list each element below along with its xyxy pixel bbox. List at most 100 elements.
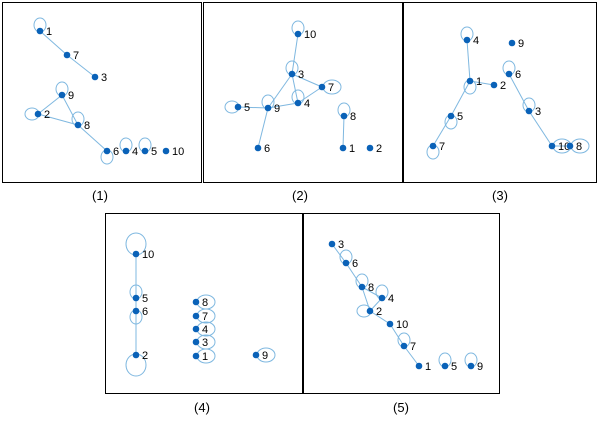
node-6	[505, 70, 513, 78]
edge-3-4	[291, 73, 299, 104]
node-label-4: 4	[202, 324, 208, 336]
edge-9-4	[267, 102, 299, 109]
edge-2-10	[369, 310, 391, 325]
node-5	[441, 362, 449, 370]
node-8	[192, 298, 200, 306]
edge-3-6	[331, 243, 347, 264]
node-4	[463, 36, 471, 44]
graph-panel-3: 4 9 6 1 2 5 3 7 10 8 (3)	[403, 2, 597, 203]
edge-8-9	[61, 94, 79, 126]
node-label-5: 5	[151, 146, 157, 158]
node-label-8: 8	[350, 111, 356, 123]
node-label-1: 1	[425, 361, 431, 373]
node-label-2: 2	[142, 350, 148, 362]
node-4	[378, 294, 386, 302]
edge-8-6	[77, 124, 108, 152]
node-1	[466, 77, 474, 85]
node-3	[328, 240, 336, 248]
node-9	[252, 351, 260, 359]
node-5	[447, 112, 455, 120]
node-10	[132, 250, 140, 258]
node-6	[132, 307, 140, 315]
panel-frame	[303, 213, 500, 394]
node-label-4: 4	[473, 35, 479, 47]
node-7	[192, 312, 200, 320]
node-6	[103, 147, 111, 155]
node-9	[467, 362, 475, 370]
node-label-7: 7	[202, 311, 208, 323]
edge-6-8	[345, 262, 363, 288]
graph-panel-4: 10 56 2 8 743 1 9 (4)	[105, 213, 303, 415]
node-label-6: 6	[352, 258, 358, 270]
panel-caption: (3)	[492, 188, 508, 203]
node-6	[342, 259, 350, 267]
node-9	[264, 104, 272, 112]
node-label-10: 10	[396, 319, 408, 331]
node-10	[386, 320, 394, 328]
node-label-4: 4	[304, 98, 310, 110]
node-2	[366, 144, 374, 152]
panel-caption: (5)	[393, 400, 409, 415]
node-9	[508, 39, 516, 47]
panel-caption: (4)	[194, 400, 210, 415]
node-label-7: 7	[439, 141, 445, 153]
node-label-5: 5	[457, 111, 463, 123]
node-label-2: 2	[500, 80, 506, 92]
edge-3-9	[267, 73, 293, 109]
node-10	[294, 30, 302, 38]
node-10	[548, 142, 556, 150]
edge-3-7	[291, 73, 323, 88]
node-label-10: 10	[142, 249, 154, 261]
edge-9-6	[257, 107, 269, 149]
node-3	[192, 338, 200, 346]
node-10	[162, 147, 170, 155]
panel-frame	[403, 2, 597, 183]
node-1	[339, 144, 347, 152]
node-4	[294, 99, 302, 107]
panel-frame	[105, 213, 303, 394]
edge-7-1	[403, 345, 420, 367]
node-label-9: 9	[518, 38, 524, 50]
node-label-9: 9	[262, 350, 268, 362]
graph-panel-2: 10 3 7 5 9 4 8 6 1 2 (2)	[203, 2, 403, 203]
panel-caption: (1)	[92, 188, 108, 203]
node-9	[58, 91, 66, 99]
node-label-3: 3	[202, 337, 208, 349]
node-4	[192, 325, 200, 333]
edge-9-5	[237, 106, 269, 109]
node-label-10: 10	[558, 141, 570, 153]
node-label-3: 3	[338, 239, 344, 251]
node-label-1: 1	[476, 76, 482, 88]
node-label-5: 5	[142, 293, 148, 305]
node-6	[254, 144, 262, 152]
node-4	[122, 147, 130, 155]
node-8	[340, 112, 348, 120]
edge-1-5	[450, 80, 471, 117]
node-7	[318, 83, 326, 91]
edge-3-10	[528, 110, 553, 147]
edge-7-3	[66, 54, 96, 78]
node-label-6: 6	[142, 306, 148, 318]
node-5	[234, 103, 242, 111]
node-label-7: 7	[73, 50, 79, 62]
node-5	[141, 147, 149, 155]
node-3	[288, 70, 296, 78]
node-label-3: 3	[101, 72, 107, 84]
node-3	[525, 107, 533, 115]
node-label-1: 1	[46, 26, 52, 38]
edge-8-1	[342, 115, 345, 149]
edge-8-4	[361, 286, 383, 299]
node-label-8: 8	[576, 141, 582, 153]
node-1	[36, 27, 44, 35]
node-label-10: 10	[304, 29, 316, 41]
panel-caption: (2)	[292, 188, 308, 203]
node-label-7: 7	[410, 341, 416, 353]
node-label-9: 9	[477, 361, 483, 373]
node-label-9: 9	[274, 103, 280, 115]
node-label-3: 3	[298, 69, 304, 81]
node-8	[358, 283, 366, 291]
edge-5-7	[432, 115, 452, 147]
node-label-8: 8	[202, 297, 208, 309]
edge-4-1	[466, 39, 471, 82]
